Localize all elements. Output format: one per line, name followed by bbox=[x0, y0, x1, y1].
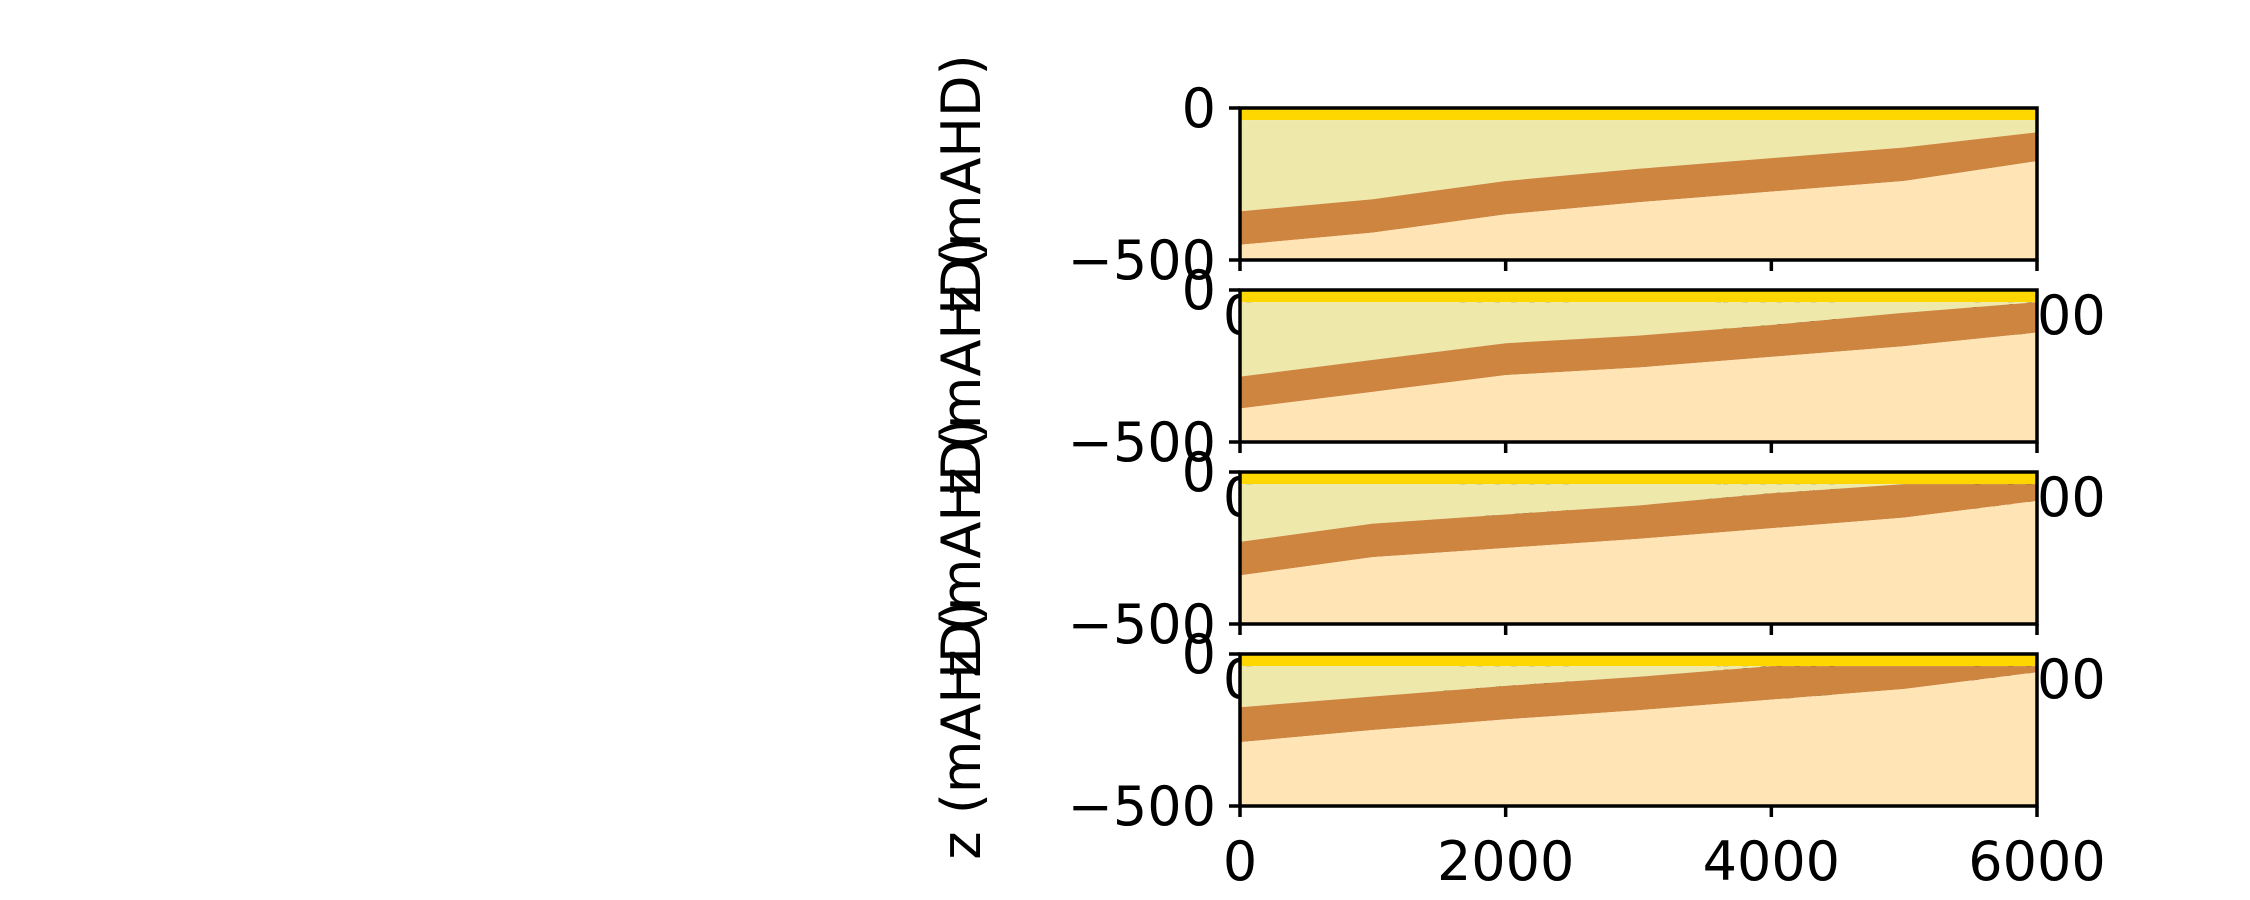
panel-4-layer-1 bbox=[1240, 654, 2037, 667]
panel-1-ylabel: z (mAHD) bbox=[930, 54, 993, 313]
panel-2-ylabel: z (mAHD) bbox=[930, 236, 993, 495]
panel-4-ytick-label-2: −500 bbox=[1068, 775, 1216, 838]
panel-2-layer-1 bbox=[1240, 290, 2037, 303]
panel-4-xtick-label-1: 0 bbox=[1223, 830, 1257, 893]
panel-4-frame bbox=[1238, 652, 2039, 808]
panel-3-frame bbox=[1238, 470, 2039, 626]
panel-4-layer-2 bbox=[1240, 666, 2037, 708]
panel-3-layer-2 bbox=[1240, 484, 2037, 542]
panel-4-xtick-label-3: 4000 bbox=[1703, 830, 1840, 893]
panel-2-ytick-label-1: 0 bbox=[1182, 259, 1216, 322]
panel-4-ylabel: z (mAHD) bbox=[930, 600, 993, 859]
panel-3-ylabel: z (mAHD) bbox=[930, 418, 993, 677]
panel-2-layer-3 bbox=[1240, 302, 2037, 409]
panel-3-ytick-label-2: −500 bbox=[1068, 593, 1216, 656]
panel-1-ytick-label-2: −500 bbox=[1068, 229, 1216, 292]
panel-4-xtick-label-2: 2000 bbox=[1437, 830, 1574, 893]
panel-4-xtick-label-4: 6000 bbox=[1968, 830, 2105, 893]
panel-4-ytick-label-1: 0 bbox=[1182, 623, 1216, 686]
panel-3-ytick-label-1: 0 bbox=[1182, 441, 1216, 504]
panel-4-layer-3 bbox=[1240, 666, 2037, 743]
panel-1-layer-4 bbox=[1240, 161, 2037, 260]
panel-1-frame bbox=[1238, 106, 2039, 262]
panel-2-ytick-label-2: −500 bbox=[1068, 411, 1216, 474]
panel-2-layer-4 bbox=[1240, 332, 2037, 442]
panel-3-layer-1 bbox=[1240, 472, 2037, 485]
panel-4-layer-4 bbox=[1240, 672, 2037, 806]
panel-1-layer-3 bbox=[1240, 132, 2037, 245]
panel-1-ytick-label-1: 0 bbox=[1182, 77, 1216, 140]
panel-2-frame bbox=[1238, 288, 2039, 444]
panel-2-layer-2 bbox=[1240, 302, 2037, 377]
panel-1-layer-2 bbox=[1240, 120, 2037, 212]
panel-1-layer-1 bbox=[1240, 108, 2037, 121]
panel-3-layer-4 bbox=[1240, 500, 2037, 624]
